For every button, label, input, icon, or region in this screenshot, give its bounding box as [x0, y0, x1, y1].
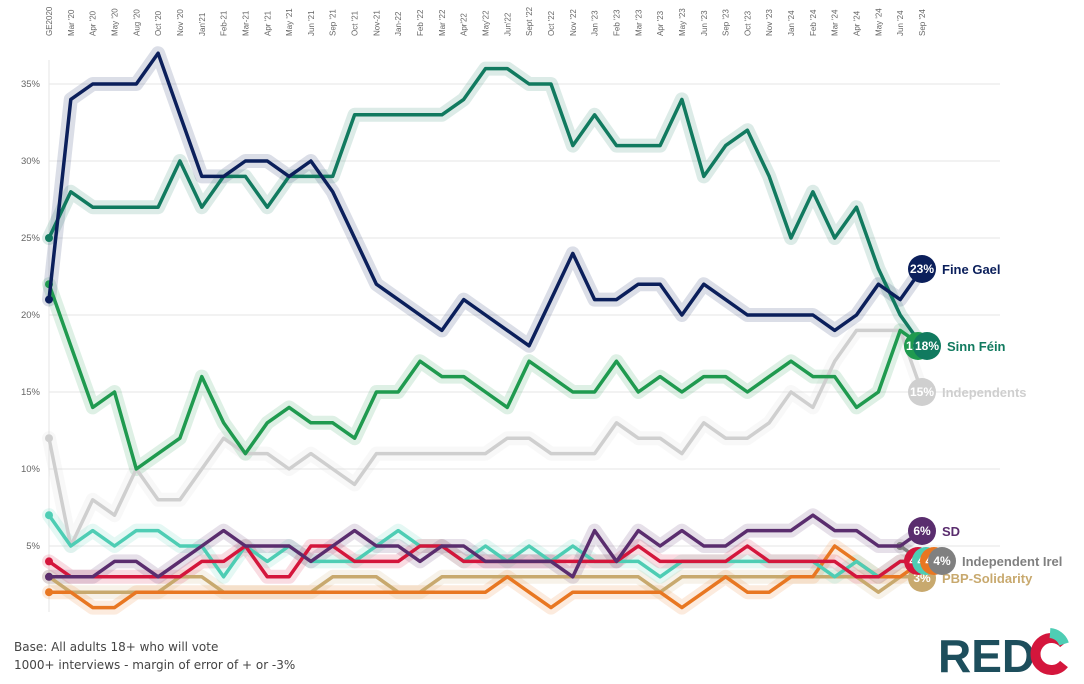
x-tick-label: Oct '23: [743, 10, 752, 36]
end-marker-fine-gael: [908, 255, 936, 283]
x-tick-label: May '24: [874, 8, 883, 36]
start-point-independents: [45, 434, 53, 443]
end-name-independent-irel: Independent Irel: [962, 554, 1062, 569]
end-name-independents: Independents: [942, 385, 1027, 400]
x-tick-label: May '21: [285, 8, 294, 36]
x-tick-label: Sept '22: [525, 6, 534, 36]
x-tick-label: Nov '22: [569, 9, 578, 36]
x-tick-label: Mar '20: [67, 9, 76, 36]
logo-c-tip: [1049, 628, 1069, 646]
x-tick-label: Sep '21: [329, 9, 338, 36]
x-tick-label: Nov '23: [765, 9, 774, 36]
x-tick-label: Jan '24: [787, 10, 796, 36]
start-point-sinn-f-in: [45, 234, 53, 242]
series-line-sinn-f-in: [47, 66, 924, 347]
y-tick-label: 5%: [26, 541, 40, 552]
series-line-fianna-f-il: [47, 283, 924, 471]
redc-logo: RED: [938, 628, 1069, 678]
x-tick-label: Nov-21: [372, 10, 381, 36]
x-tick-label: Mar '22: [438, 9, 447, 36]
x-tick-label: Oct '20: [154, 10, 163, 36]
x-tick-label: May '20: [110, 8, 119, 36]
end-value-independent-irel: 4%: [933, 554, 951, 568]
x-tick-label: Jun '24: [896, 10, 905, 36]
end-labels: 15%Independents3%PBP-Solidarity18%18%Sin…: [904, 255, 1062, 592]
y-tick-label: 35%: [21, 79, 41, 90]
series-line-sd: [49, 513, 924, 579]
x-tick-label: Apr '23: [656, 10, 665, 36]
x-axis: GE2020 Mar '20 Apr '20 May '20 Aug '20 Oct '2…: [45, 6, 927, 36]
x-tick-label: Jan'21: [198, 12, 207, 36]
footnote-margin: 1000+ interviews - margin of error of + …: [14, 658, 296, 672]
y-tick-label: 10%: [21, 464, 41, 475]
x-tick-label: Sep '23: [722, 9, 731, 36]
series-line-fine-gael: [47, 51, 924, 348]
logo-text: RED: [938, 630, 1035, 678]
end-marker-sinn-f-in: [913, 332, 941, 360]
y-axis: 5% 10% 15% 20% 25% 30% 35%: [21, 79, 41, 552]
end-marker-sd: [908, 517, 936, 545]
x-tick-label: May '23: [678, 8, 687, 36]
x-tick-label: Nov '20: [176, 9, 185, 36]
x-tick-label: Apr '24: [853, 10, 862, 36]
end-value-fine-gael: 23%: [910, 262, 934, 276]
y-tick-label: 20%: [21, 310, 41, 321]
end-name-fine-gael: Fine Gael: [942, 262, 1001, 277]
x-tick-label: Aug '20: [132, 9, 141, 36]
end-value-sinn-f-in: 18%: [915, 339, 939, 353]
x-tick-label: Apr'22: [460, 13, 469, 36]
x-tick-label: Oct '22: [547, 10, 556, 36]
end-value-independents: 15%: [910, 385, 934, 399]
x-tick-label: GE2020: [45, 6, 54, 36]
x-tick-label: Jun'22: [503, 12, 512, 36]
series-halos: [42, 46, 929, 615]
series-halo-fine-gael: [42, 46, 929, 353]
x-tick-label: Sep '24: [918, 9, 927, 36]
x-tick-label: May'22: [482, 10, 491, 36]
end-marker-independents: [908, 378, 936, 406]
x-tick-label: Mar '23: [634, 9, 643, 36]
x-tick-label: Feb-21: [220, 10, 229, 36]
series-line-pbp-solidarity: [47, 575, 922, 594]
end-marker-independent-irel: [928, 547, 956, 575]
series-lines: [45, 51, 924, 610]
start-point-sd: [45, 572, 53, 581]
x-tick-label: Mar '24: [831, 9, 840, 36]
start-point-fine-gael: [45, 295, 53, 304]
end-name-sd: SD: [942, 524, 960, 539]
y-tick-label: 25%: [21, 233, 41, 244]
x-tick-label: Jun '21: [307, 10, 316, 36]
x-tick-label: Apr '21: [263, 10, 272, 36]
x-tick-label: Jan '23: [591, 10, 600, 36]
x-tick-label: Feb '24: [809, 9, 818, 36]
y-tick-label: 15%: [21, 387, 41, 398]
footnote-base: Base: All adults 18+ who will vote: [14, 640, 219, 654]
x-tick-label: Jun '23: [700, 10, 709, 36]
series-line-green-party: [49, 544, 924, 610]
start-point-aont-: [45, 511, 53, 520]
x-tick-label: Jan-22: [394, 11, 403, 36]
start-point-green-party: [45, 588, 53, 597]
x-tick-label: Apr '20: [89, 10, 98, 36]
end-name-pbp-solidarity: PBP-Solidarity: [942, 571, 1033, 586]
start-point-labour: [45, 557, 53, 566]
x-tick-label: Feb '23: [612, 9, 621, 36]
y-tick-label: 30%: [21, 156, 41, 167]
x-tick-label: Oct '21: [351, 10, 360, 36]
series-line-independents: [47, 328, 924, 548]
x-tick-label: Feb '22: [416, 9, 425, 36]
end-value-sd: 6%: [913, 524, 931, 538]
end-name-sinn-f-in: Sinn Féin: [947, 339, 1006, 354]
x-tick-label: Mar-21: [241, 10, 250, 36]
